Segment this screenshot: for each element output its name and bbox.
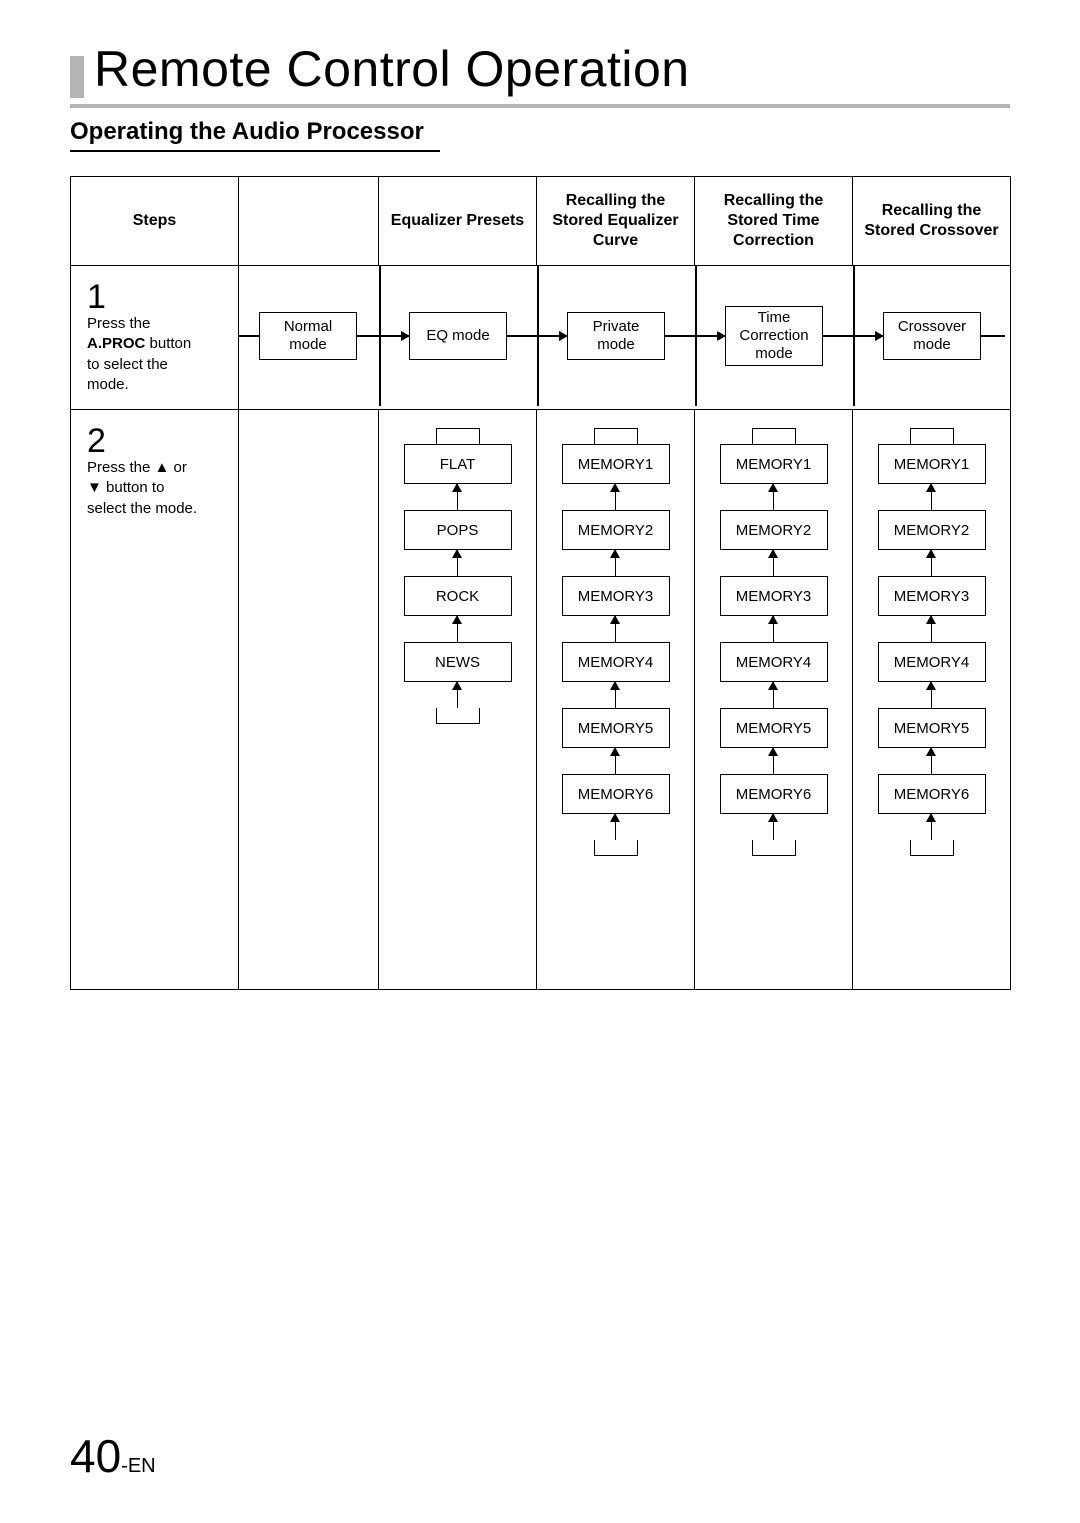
up-arrow-icon (931, 484, 933, 510)
up-arrow-icon (773, 814, 775, 840)
chain-top-stub (752, 428, 796, 444)
chain-stored-tc: MEMORY1 MEMORY2 MEMORY3 MEMORY4 MEMORY5 … (695, 410, 853, 990)
up-arrow-icon (615, 550, 617, 576)
step2-cell: 2 Press the ▲ or ▼ button to select the … (71, 410, 239, 990)
chain-bottom-stub (594, 840, 638, 856)
mode-normal: Normal mode (259, 312, 357, 360)
procedure-table: Steps Equalizer Presets Recalling the St… (70, 176, 1011, 990)
chain-stored-xover: MEMORY1 MEMORY2 MEMORY3 MEMORY4 MEMORY5 … (853, 410, 1011, 990)
up-arrow-icon (931, 550, 933, 576)
up-arrow-icon (773, 484, 775, 510)
chain-item: MEMORY5 (562, 708, 670, 748)
flow-arrow-icon (507, 335, 567, 337)
chain-eq-presets: FLAT POPS ROCK NEWS (379, 410, 537, 990)
step2-number: 2 (87, 424, 106, 458)
flow-arrow-icon (823, 335, 883, 337)
chain-top-stub (436, 428, 480, 444)
step1-cell: 1 Press the A.PROC button to select the … (71, 266, 239, 410)
up-arrow-icon (615, 748, 617, 774)
page-number: 40-EN (70, 1429, 156, 1483)
chain-bottom-stub (910, 840, 954, 856)
chain-bottom-stub (436, 708, 480, 724)
flow-arrow-icon (357, 335, 409, 337)
row2-blank (239, 410, 379, 990)
manual-page: Remote Control Operation Operating the A… (0, 0, 1080, 1523)
chain-item: MEMORY6 (720, 774, 828, 814)
up-arrow-icon (615, 616, 617, 642)
subtitle-underline (70, 150, 440, 152)
chain-item: MEMORY2 (720, 510, 828, 550)
chain-bottom-stub (752, 840, 796, 856)
up-arrow-icon (457, 550, 459, 576)
mode-tc: Time Correction mode (725, 306, 823, 366)
up-arrow-icon (773, 682, 775, 708)
title-underline (70, 104, 1010, 108)
step1-text: Press the A.PROC button to select the mo… (87, 314, 203, 395)
chain-item: MEMORY3 (878, 576, 986, 616)
chain-item: NEWS (404, 642, 512, 682)
header-blank (239, 177, 379, 266)
up-arrow-icon (615, 484, 617, 510)
up-triangle-icon: ▲ (155, 458, 170, 478)
row1-diagram-cell: Normal mode EQ mode Private mode Time Co… (239, 266, 1011, 410)
chain-item: MEMORY2 (562, 510, 670, 550)
chain-stored-eq: MEMORY1 MEMORY2 MEMORY3 MEMORY4 MEMORY5 … (537, 410, 695, 990)
header-stored-eq: Recalling the Stored Equalizer Curve (537, 177, 695, 266)
chain-item: MEMORY3 (720, 576, 828, 616)
section-subtitle: Operating the Audio Processor (70, 118, 1010, 146)
up-arrow-icon (773, 748, 775, 774)
chain-item: MEMORY4 (720, 642, 828, 682)
down-triangle-icon: ▼ (87, 478, 102, 498)
up-arrow-icon (457, 484, 459, 510)
chain-item: MEMORY2 (878, 510, 986, 550)
title-accent-bar (70, 56, 84, 98)
chain-item: MEMORY3 (562, 576, 670, 616)
flow-line (239, 335, 259, 337)
chain-item: MEMORY1 (562, 444, 670, 484)
chain-item: MEMORY1 (878, 444, 986, 484)
up-arrow-icon (931, 814, 933, 840)
mode-eq: EQ mode (409, 312, 507, 360)
flow-line (981, 335, 1005, 337)
mode-private: Private mode (567, 312, 665, 360)
mode-flow-row: Normal mode EQ mode Private mode Time Co… (239, 266, 1010, 406)
chain-item: MEMORY5 (878, 708, 986, 748)
chain-item: MEMORY4 (878, 642, 986, 682)
chain-item: MEMORY5 (720, 708, 828, 748)
header-stored-tc: Recalling the Stored Time Correction (695, 177, 853, 266)
chain-item: MEMORY1 (720, 444, 828, 484)
up-arrow-icon (457, 616, 459, 642)
step2-text: Press the ▲ or ▼ button to select the mo… (87, 458, 203, 519)
chain-item: FLAT (404, 444, 512, 484)
mode-xover: Crossover mode (883, 312, 981, 360)
chain-top-stub (594, 428, 638, 444)
header-stored-xover: Recalling the Stored Crossover (853, 177, 1011, 266)
up-arrow-icon (615, 814, 617, 840)
chain-item: MEMORY4 (562, 642, 670, 682)
up-arrow-icon (773, 550, 775, 576)
page-number-value: 40 (70, 1430, 121, 1482)
up-arrow-icon (457, 682, 459, 708)
up-arrow-icon (931, 748, 933, 774)
chain-top-stub (910, 428, 954, 444)
page-title: Remote Control Operation (94, 40, 690, 98)
step1-number: 1 (87, 280, 106, 314)
up-arrow-icon (931, 682, 933, 708)
up-arrow-icon (931, 616, 933, 642)
flow-arrow-icon (665, 335, 725, 337)
up-arrow-icon (615, 682, 617, 708)
title-row: Remote Control Operation (70, 40, 1010, 98)
page-number-suffix: -EN (121, 1455, 155, 1477)
header-steps: Steps (71, 177, 239, 266)
up-arrow-icon (773, 616, 775, 642)
chain-item: ROCK (404, 576, 512, 616)
chain-item: POPS (404, 510, 512, 550)
header-eq-presets: Equalizer Presets (379, 177, 537, 266)
chain-item: MEMORY6 (562, 774, 670, 814)
chain-item: MEMORY6 (878, 774, 986, 814)
